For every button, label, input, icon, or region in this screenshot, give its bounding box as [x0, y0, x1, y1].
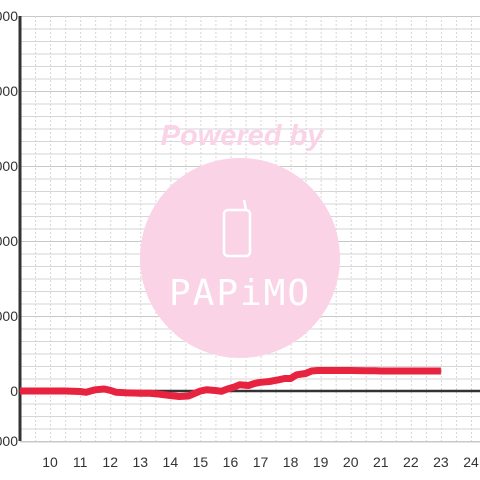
data-point	[259, 381, 262, 384]
data-point	[124, 391, 127, 394]
data-point	[379, 370, 382, 372]
y-tick-label: 60,000	[0, 233, 18, 249]
data-point	[325, 369, 328, 372]
data-point	[316, 369, 319, 372]
data-point	[410, 370, 412, 372]
x-tick-label: 13	[132, 454, 148, 470]
y-tick-label: 150,000	[0, 8, 18, 24]
data-point	[440, 370, 442, 372]
data-point	[157, 393, 160, 395]
data-point	[334, 369, 337, 372]
tick-labels: -20,000 0 30,000 60,000 90,000 120,000 150,000…	[0, 8, 479, 470]
series-line	[20, 367, 441, 400]
data-point	[232, 386, 235, 389]
data-point	[79, 390, 81, 393]
data-point	[253, 382, 256, 385]
watermark-circle	[140, 158, 340, 358]
data-point	[364, 369, 367, 372]
x-tick-label: 18	[283, 454, 299, 470]
x-tick-label: 24	[463, 454, 479, 470]
data-point	[115, 391, 118, 394]
x-tick-label: 14	[163, 454, 179, 470]
y-tick-label: 120,000	[0, 83, 18, 99]
data-point	[310, 370, 313, 372]
data-point	[85, 391, 87, 394]
x-tick-label: 19	[313, 454, 329, 470]
x-tick-label: 22	[403, 454, 419, 470]
x-tick-label: 11	[73, 454, 88, 470]
x-tick-label: 10	[42, 454, 58, 470]
data-point	[268, 380, 271, 383]
watermark: Powered by PAPiMO	[140, 120, 340, 358]
data-point	[109, 389, 111, 392]
x-tick-label: 21	[373, 454, 389, 470]
x-tick-label: 17	[253, 454, 269, 470]
data-point	[64, 390, 66, 392]
data-point	[425, 370, 427, 372]
data-point	[94, 388, 96, 391]
y-tick-label: 90,000	[0, 158, 18, 174]
data-point	[139, 392, 142, 395]
data-point	[304, 372, 307, 375]
data-point	[349, 369, 352, 372]
data-point	[277, 378, 280, 381]
y-tick-label: 30,000	[0, 308, 18, 324]
data-point	[214, 389, 217, 392]
data-point	[289, 377, 292, 380]
data-point	[247, 384, 250, 387]
x-tick-label: 20	[343, 454, 359, 470]
x-tick-label: 16	[223, 454, 239, 470]
data-point	[283, 377, 286, 380]
x-tick-label: 23	[433, 454, 449, 470]
data-point	[395, 370, 397, 372]
data-point	[103, 388, 105, 390]
data-point	[373, 369, 376, 372]
data-point	[133, 392, 136, 394]
y-tick-label: -20,000	[0, 433, 18, 449]
y-tick-label: 0	[10, 383, 18, 399]
data-point	[295, 373, 298, 376]
data-point	[220, 390, 223, 393]
data-point	[148, 392, 151, 395]
phone-icon	[222, 199, 252, 258]
watermark-tagline: Powered by	[161, 120, 326, 152]
series-layer	[19, 367, 442, 400]
data-point	[226, 388, 229, 390]
x-tick-label: 12	[102, 454, 118, 470]
watermark-brand: PAPiMO	[169, 273, 311, 314]
data-point	[199, 390, 202, 392]
x-tick-label: 15	[193, 454, 209, 470]
data-point	[178, 395, 181, 398]
data-point	[193, 392, 196, 395]
data-point	[49, 390, 51, 392]
data-point	[238, 383, 241, 386]
data-point	[187, 395, 190, 397]
data-point	[205, 388, 208, 391]
data-point	[169, 394, 172, 397]
data-point	[19, 390, 21, 392]
